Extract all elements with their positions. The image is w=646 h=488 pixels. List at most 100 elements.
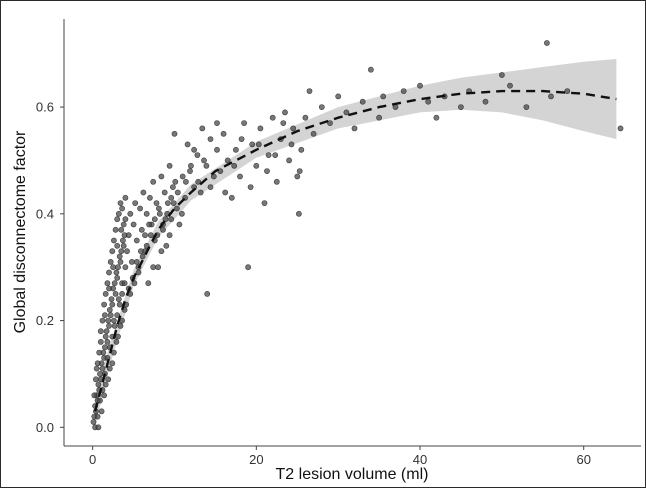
data-point [106,269,112,276]
data-point [158,248,165,255]
data-point [174,189,181,196]
data-point [160,226,166,233]
data-point [166,232,173,239]
data-point [139,253,146,260]
data-point [97,397,103,404]
data-point [306,88,313,94]
data-point [187,162,194,169]
data-point [97,338,104,345]
data-point [173,205,180,212]
data-point [155,264,161,271]
data-point [94,360,101,367]
data-point [153,200,160,206]
data-point [133,258,140,265]
data-point [433,114,440,121]
data-point [122,216,129,223]
data-point [95,424,102,431]
data-point [507,82,513,89]
data-point [327,120,333,126]
data-point [102,344,108,351]
data-point [164,200,171,206]
data-point [94,413,101,420]
data-point [117,322,124,329]
data-point [237,173,243,180]
data-point [376,114,382,121]
data-point [155,205,162,212]
data-point [359,98,366,105]
data-point [249,141,256,148]
data-point [224,157,231,164]
data-point [617,125,624,132]
data-point [113,338,120,345]
data-point [142,232,148,239]
data-point [241,120,247,126]
data-point [523,104,530,110]
data-point [457,104,464,110]
data-point [98,408,105,415]
data-point [273,178,280,185]
data-point [105,317,112,324]
data-point [120,221,127,228]
data-point [114,216,121,223]
data-point [150,178,157,185]
y-tick-label: 0.0 [36,420,54,435]
data-point [137,248,144,255]
data-point [128,258,135,265]
data-point [137,205,143,212]
data-point [204,290,211,297]
data-point [109,301,116,308]
data-point [232,146,239,153]
data-point [261,200,268,206]
x-tick-label: 60 [576,452,590,467]
data-point [295,210,302,217]
y-tick-label: 0.4 [36,206,54,221]
data-point [127,210,134,217]
data-point [140,189,147,196]
data-point [122,264,129,271]
data-point [194,152,201,158]
data-point [112,226,119,233]
data-point [282,109,288,116]
data-point [93,376,99,383]
data-point [151,216,158,223]
data-point [119,290,125,297]
x-tick-label: 20 [249,452,263,467]
data-point [182,178,189,185]
data-point [111,322,118,329]
data-point [109,248,116,255]
data-point [110,264,116,271]
data-point [286,157,292,164]
data-point [121,280,128,287]
confidence-band-layer [95,59,617,428]
data-point [197,189,204,196]
data-point [150,264,157,271]
data-point [103,328,110,335]
data-point [238,136,245,142]
data-point [294,173,301,180]
data-point [253,162,260,169]
data-point [187,168,193,174]
data-point [269,114,276,121]
data-point [105,376,112,383]
data-point [102,381,109,388]
data-point [147,232,154,239]
data-point [143,210,150,217]
data-point [548,93,554,100]
data-point [425,98,432,105]
data-point [343,109,350,116]
data-point [498,72,505,78]
data-point [114,242,121,249]
data-point [298,146,305,153]
data-point [132,200,139,206]
data-point [222,189,229,196]
x-tick-label: 40 [413,452,427,467]
data-point [195,178,202,185]
data-point [138,226,145,233]
data-point [158,173,165,180]
data-point [111,237,117,244]
data-point [106,306,113,313]
data-point [117,200,124,206]
data-point [118,248,125,255]
data-point [116,301,123,308]
data-point [115,210,122,217]
